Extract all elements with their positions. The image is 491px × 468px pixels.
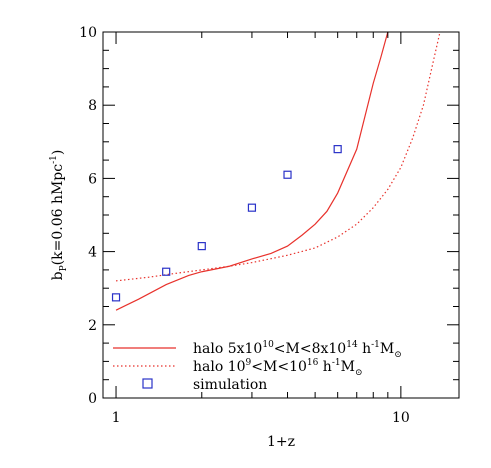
simulation-point: [197, 242, 206, 251]
y-tick-label: 10: [79, 25, 97, 41]
y-axis-label: bP(k=0.06 hMpc-1): [49, 150, 69, 281]
series-line-halo-wide-mass: [115, 32, 441, 282]
y-tick-label: 2: [88, 318, 97, 334]
x-axis-label: 1+z: [267, 434, 295, 450]
simulation-point: [247, 203, 257, 212]
simulation-point: [162, 267, 171, 276]
simulation-point: [283, 170, 292, 179]
legend-label: halo 109<M<1016 h-1M⊙: [193, 358, 363, 378]
plot-area: 0 2 4 6 8 10 1 10: [79, 25, 460, 426]
y-tick-label: 8: [88, 98, 97, 114]
legend-label: simulation: [193, 377, 267, 393]
y-tick-label: 4: [88, 245, 97, 261]
x-tick-label: 10: [392, 410, 410, 426]
tick-layer: 0 2 4 6 8 10 1 10: [79, 25, 459, 426]
legend-marker-simulation: [142, 378, 153, 389]
x-tick-label: 1: [112, 410, 121, 426]
simulation-point: [111, 293, 121, 302]
series-line-halo-narrow-mass: [115, 32, 389, 311]
y-tick-label: 6: [88, 171, 97, 187]
simulation-point: [333, 145, 342, 154]
series-layer: [111, 32, 441, 311]
legend-label: halo 5x1010<M<8x1014 h-1M⊙: [193, 340, 402, 360]
y-tick-label: 0: [88, 391, 97, 407]
legend: halo 5x1010<M<8x1014 h-1M⊙halo 109<M<101…: [113, 340, 402, 393]
